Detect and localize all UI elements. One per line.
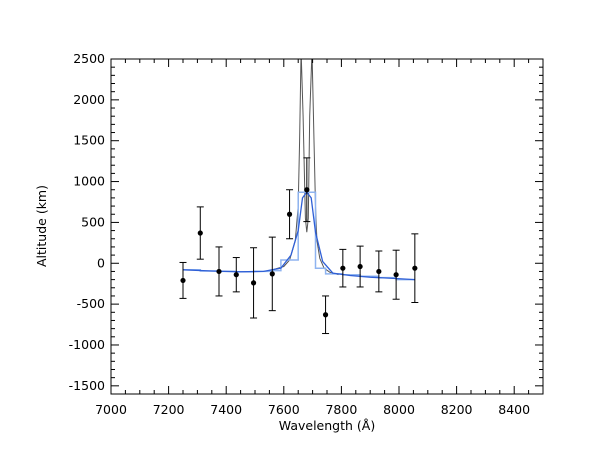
axes: 7000 7200 7400 7600 7800 8000 8200 8400 -1500 -10… — [69, 51, 544, 417]
data-point — [340, 265, 346, 271]
data-point-group — [232, 257, 240, 293]
high-resolution-model-line — [272, 59, 339, 276]
data-point — [250, 280, 257, 286]
data-point — [304, 187, 310, 193]
data-point-group — [322, 295, 330, 335]
data-points — [179, 157, 419, 335]
data-point — [393, 272, 399, 278]
x-tick-label: 7200 — [153, 402, 185, 417]
data-point — [180, 277, 186, 284]
y-tick-label: 0 — [97, 255, 105, 270]
data-point-group — [411, 233, 419, 303]
data-point — [357, 263, 363, 270]
data-point-group — [286, 189, 294, 240]
y-tick-label: 500 — [81, 214, 105, 229]
data-point — [322, 312, 329, 318]
data-point — [286, 211, 293, 217]
y-axis-title: Altitude (km) — [34, 185, 49, 267]
x-tick-label: 7600 — [268, 402, 300, 417]
data-point-group — [179, 261, 187, 299]
data-point-group — [303, 157, 311, 223]
x-tick-label: 7800 — [325, 402, 357, 417]
y-tick-label: -1000 — [69, 337, 105, 352]
x-tick-label: 7400 — [210, 402, 242, 417]
x-tick-label: 8200 — [441, 402, 473, 417]
y-tick-label: -500 — [77, 296, 105, 311]
x-axis-title: Wavelength (Å) — [279, 418, 375, 433]
data-point-group — [250, 247, 258, 319]
data-point-group — [196, 206, 204, 260]
data-point-group — [356, 245, 364, 288]
data-point-group — [339, 248, 347, 288]
data-point-group — [215, 246, 223, 297]
x-tick-label: 8000 — [383, 402, 415, 417]
data-point — [412, 265, 418, 271]
y-tick-label: 1000 — [73, 174, 105, 189]
data-point — [233, 272, 239, 278]
y-tick-label: 2000 — [73, 92, 105, 107]
data-point — [376, 268, 382, 275]
data-point-group — [268, 236, 276, 312]
data-point-group — [375, 250, 383, 293]
data-point — [269, 271, 275, 277]
y-tick-label: 1500 — [73, 133, 105, 148]
data-point — [216, 268, 222, 275]
data-point-group — [392, 249, 400, 300]
y-tick-label: -1500 — [69, 378, 105, 393]
data-point — [197, 230, 203, 236]
x-tick-label: 7000 — [95, 402, 127, 417]
y-tick-label: 2500 — [73, 51, 105, 66]
x-tick-label: 8400 — [498, 402, 530, 417]
